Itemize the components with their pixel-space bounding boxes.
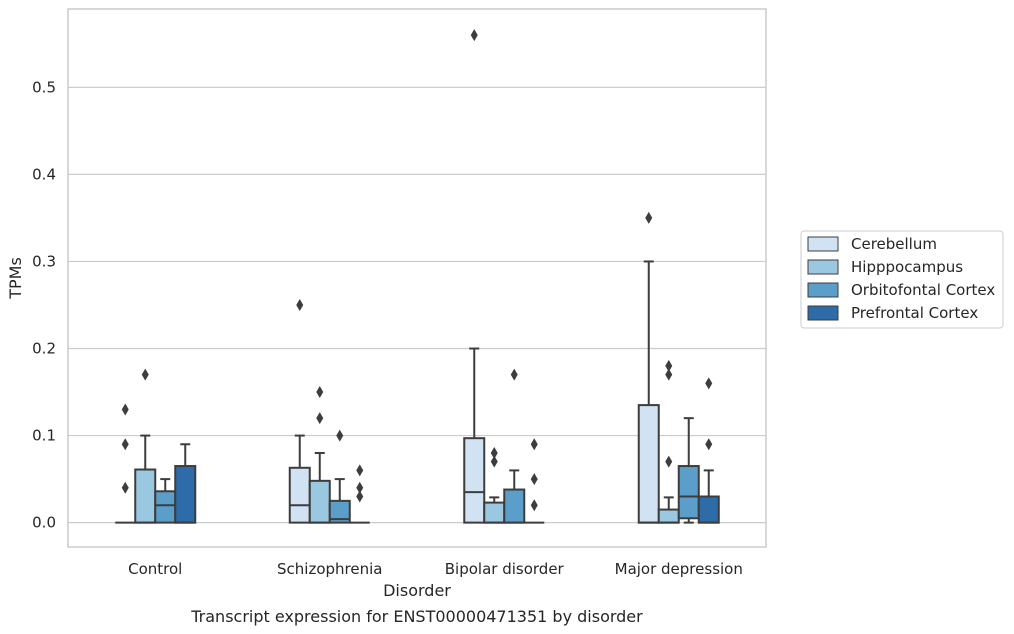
box-prefrontal-cortex (174, 443, 197, 524)
y-tick-labels: 0.0 0.1 0.2 0.3 0.4 0.5 (32, 78, 56, 531)
box-orbitofontal-cortex (677, 417, 700, 524)
y-tick-label: 0.5 (32, 78, 56, 96)
outlier-point (530, 473, 538, 486)
legend-label: Hipppocampus (851, 258, 963, 276)
outlier-point (356, 464, 364, 477)
outlier-point (141, 368, 149, 381)
outlier-point (705, 438, 713, 451)
legend-swatch (807, 282, 839, 298)
box-body (308, 479, 331, 524)
outlier-point (530, 499, 538, 512)
box-body (134, 468, 157, 524)
box-body (463, 437, 486, 524)
y-tick-label: 0.1 (32, 427, 56, 445)
box-body (657, 508, 680, 524)
box-series (115, 29, 720, 524)
outlier-point (705, 377, 713, 390)
outlier-point (316, 412, 324, 425)
y-axis-label: TPMs (6, 257, 25, 300)
legend-label: Cerebellum (851, 235, 937, 253)
gridlines (68, 86, 766, 524)
legend-swatch (807, 236, 839, 252)
box-hipppocampus (308, 386, 331, 524)
outlier-point (470, 29, 478, 42)
box-cerebellum (463, 29, 486, 524)
outlier-point (356, 481, 364, 494)
legend-swatch (807, 305, 839, 321)
outlier-point (336, 429, 344, 442)
outlier-point (645, 211, 653, 224)
legend-items: Cerebellum Hipppocampus Orbitofontal Corte… (807, 235, 995, 322)
box-prefrontal-cortex (524, 438, 545, 524)
outlier-point (490, 446, 498, 459)
box-orbitofontal-cortex (328, 429, 351, 524)
y-tick-label: 0.4 (32, 165, 56, 183)
x-tick-labels: Control Schizophrenia Bipolar disorder Majo… (128, 560, 743, 578)
outlier-point (356, 490, 364, 503)
y-tick-label: 0.2 (32, 340, 56, 358)
box-prefrontal-cortex (697, 377, 720, 524)
outlier-point (510, 368, 518, 381)
y-tick-label: 0.0 (32, 514, 56, 532)
x-tick-label: Bipolar disorder (445, 560, 565, 578)
box-cerebellum (115, 403, 136, 524)
outlier-point (665, 368, 673, 381)
box-cerebellum (288, 298, 311, 524)
box-body (697, 495, 720, 524)
outlier-point (665, 455, 673, 468)
plot-frame (67, 8, 767, 548)
outlier-point (490, 455, 498, 468)
x-tick-label: Major depression (615, 560, 743, 578)
y-tick-label: 0.3 (32, 252, 56, 270)
legend-label: Orbitofontal Cortex (851, 281, 995, 299)
box-body (637, 404, 660, 524)
box-body (288, 466, 311, 524)
chart-caption: Transcript expression for ENST0000047135… (190, 607, 643, 626)
outlier-point (121, 438, 129, 451)
box-prefrontal-cortex (349, 464, 370, 524)
outlier-point (316, 386, 324, 399)
box-hipppocampus (134, 368, 157, 524)
legend-label: Prefrontal Cortex (851, 304, 978, 322)
box-body (503, 488, 526, 524)
legend-frame (800, 230, 1004, 329)
box-body (174, 465, 197, 524)
legend: Cerebellum Hipppocampus Orbitofontal Corte… (800, 230, 1004, 329)
box-orbitofontal-cortex (154, 478, 177, 524)
outlier-point (121, 403, 129, 416)
box-orbitofontal-cortex (503, 368, 526, 524)
box-cerebellum (637, 211, 660, 524)
x-tick-label: Control (128, 560, 182, 578)
outlier-point (121, 481, 129, 494)
x-axis-label: Disorder (383, 581, 451, 600)
box-body (483, 501, 506, 524)
box-body (677, 465, 700, 520)
legend-swatch (807, 259, 839, 275)
box-body (154, 490, 177, 524)
x-tick-label: Schizophrenia (277, 560, 382, 578)
outlier-point (296, 298, 304, 311)
box-hipppocampus (657, 359, 680, 524)
box-body (328, 499, 351, 524)
outlier-point (530, 438, 538, 451)
outlier-point (665, 359, 673, 372)
box-hipppocampus (483, 446, 506, 524)
